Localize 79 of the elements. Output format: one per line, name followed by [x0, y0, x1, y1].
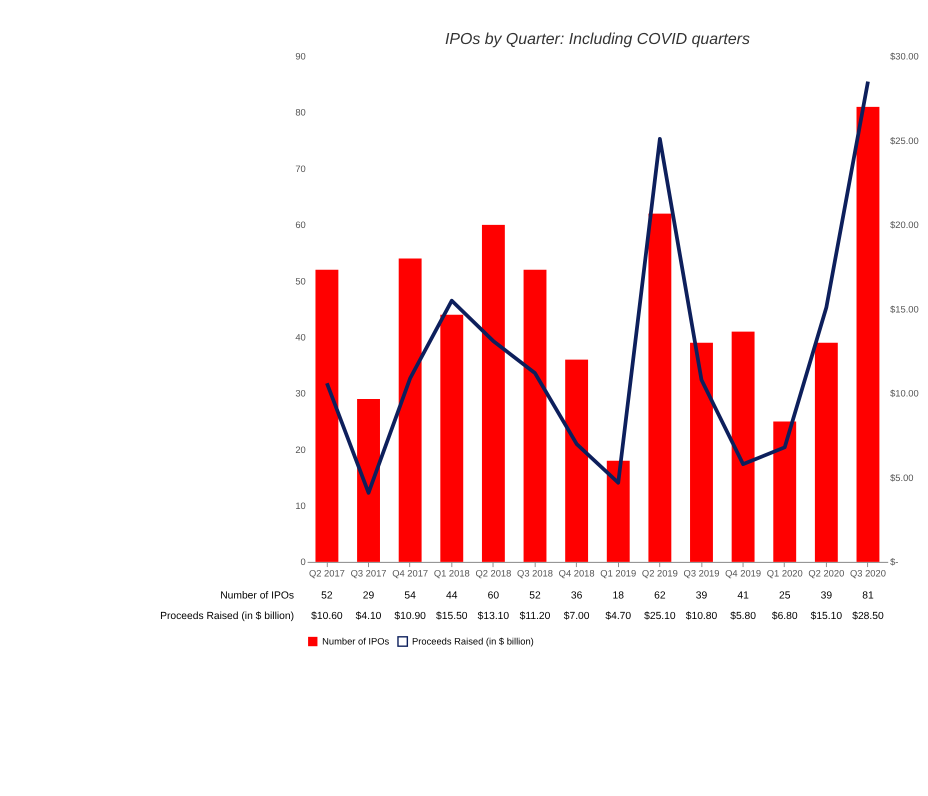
y-tick-label: 60 — [295, 220, 306, 230]
data-label: 36 — [570, 590, 583, 602]
bar — [524, 270, 546, 562]
y2-tick-label: $5.00 — [890, 472, 914, 483]
bar — [773, 421, 796, 562]
y-tick-label: 90 — [295, 52, 306, 62]
data-label: 18 — [612, 590, 624, 602]
data-label: $25.10 — [644, 611, 676, 622]
y2-tick-label: $20.00 — [890, 220, 919, 230]
data-label: 62 — [654, 590, 666, 602]
data-label: 52 — [321, 590, 333, 602]
bar — [440, 314, 464, 562]
y-tick-label: 70 — [295, 164, 306, 174]
data-label: $11.20 — [520, 611, 551, 622]
x-tick-label: Q2 2017 — [308, 568, 345, 578]
x-tick-label: Q3 2020 — [850, 568, 886, 578]
x-tick-label: Q1 2020 — [766, 568, 803, 578]
data-label: $6.80 — [772, 611, 798, 622]
x-tick-label: Q1 2018 — [434, 568, 470, 578]
data-label: $10.90 — [394, 611, 426, 622]
line-series — [325, 80, 870, 495]
y2-tick-label: $- — [890, 557, 898, 568]
data-label: $4.10 — [356, 611, 382, 622]
y-tick-label: 30 — [295, 388, 306, 399]
data-label: 29 — [362, 590, 375, 602]
y-tick-label: 40 — [295, 332, 306, 342]
data-label: $10.60 — [311, 611, 343, 622]
legend-label: Proceeds Raised (in $ billion) — [412, 636, 534, 646]
x-tick-label: Q2 2019 — [642, 568, 678, 578]
data-label: 39 — [696, 590, 708, 602]
data-label: $15.10 — [810, 611, 842, 622]
bar — [690, 342, 713, 562]
data-label: 25 — [778, 590, 791, 602]
y2-tick-label: $15.00 — [890, 304, 919, 314]
data-label: $13.10 — [478, 611, 510, 622]
bar — [357, 398, 380, 562]
x-tick-label: Q3 2019 — [684, 568, 720, 578]
x-tick-label: Q4 2018 — [558, 568, 595, 578]
y2-tick-label: $30.00 — [890, 52, 919, 62]
y-tick-label: 50 — [295, 276, 306, 286]
x-tick-label: Q2 2020 — [808, 568, 844, 578]
text: Proceeds Raised (in $ billion) — [160, 611, 294, 622]
data-label: $10.80 — [686, 611, 718, 622]
x-tick-label: Q3 2018 — [517, 568, 553, 578]
bar — [565, 360, 588, 562]
data-label: $5.80 — [730, 611, 756, 622]
data-label: $15.50 — [436, 611, 468, 622]
y-tick-label: 10 — [295, 501, 306, 512]
y2-tick-label: $25.00 — [890, 136, 919, 146]
y2-tick-label: $10.00 — [890, 388, 919, 399]
bar — [648, 214, 672, 562]
bar — [482, 224, 505, 562]
x-tick-label: Q2 2018 — [475, 568, 512, 578]
y-tick-label: 20 — [295, 444, 306, 455]
x-tick-label: Q4 2019 — [725, 568, 762, 578]
legend-label: Number of IPOs — [322, 636, 390, 646]
data-label: $7.00 — [564, 611, 590, 622]
x-tick-label: Q3 2017 — [350, 568, 386, 578]
bar — [856, 106, 880, 562]
data-label: 81 — [862, 590, 874, 602]
text: Number of IPOs — [220, 590, 294, 602]
data-label: 39 — [820, 590, 832, 602]
data-label: 44 — [446, 590, 458, 602]
bar — [606, 460, 630, 562]
bar — [814, 342, 838, 562]
data-label: 54 — [404, 590, 416, 602]
chart-title: IPOs by Quarter: Including COVID quarters — [444, 31, 750, 48]
data-label: 52 — [529, 590, 542, 602]
x-tick-label: Q1 2019 — [600, 568, 636, 578]
y-tick-label: 0 — [300, 557, 306, 568]
bar — [315, 270, 338, 562]
y-tick-label: 80 — [295, 108, 306, 118]
data-label: $28.50 — [852, 611, 884, 622]
data-label: 60 — [488, 590, 500, 602]
x-tick-label: Q4 2017 — [392, 568, 428, 578]
data-label: $4.70 — [605, 611, 632, 622]
data-label: 41 — [737, 590, 750, 602]
bar — [398, 258, 422, 562]
bar — [732, 332, 755, 562]
